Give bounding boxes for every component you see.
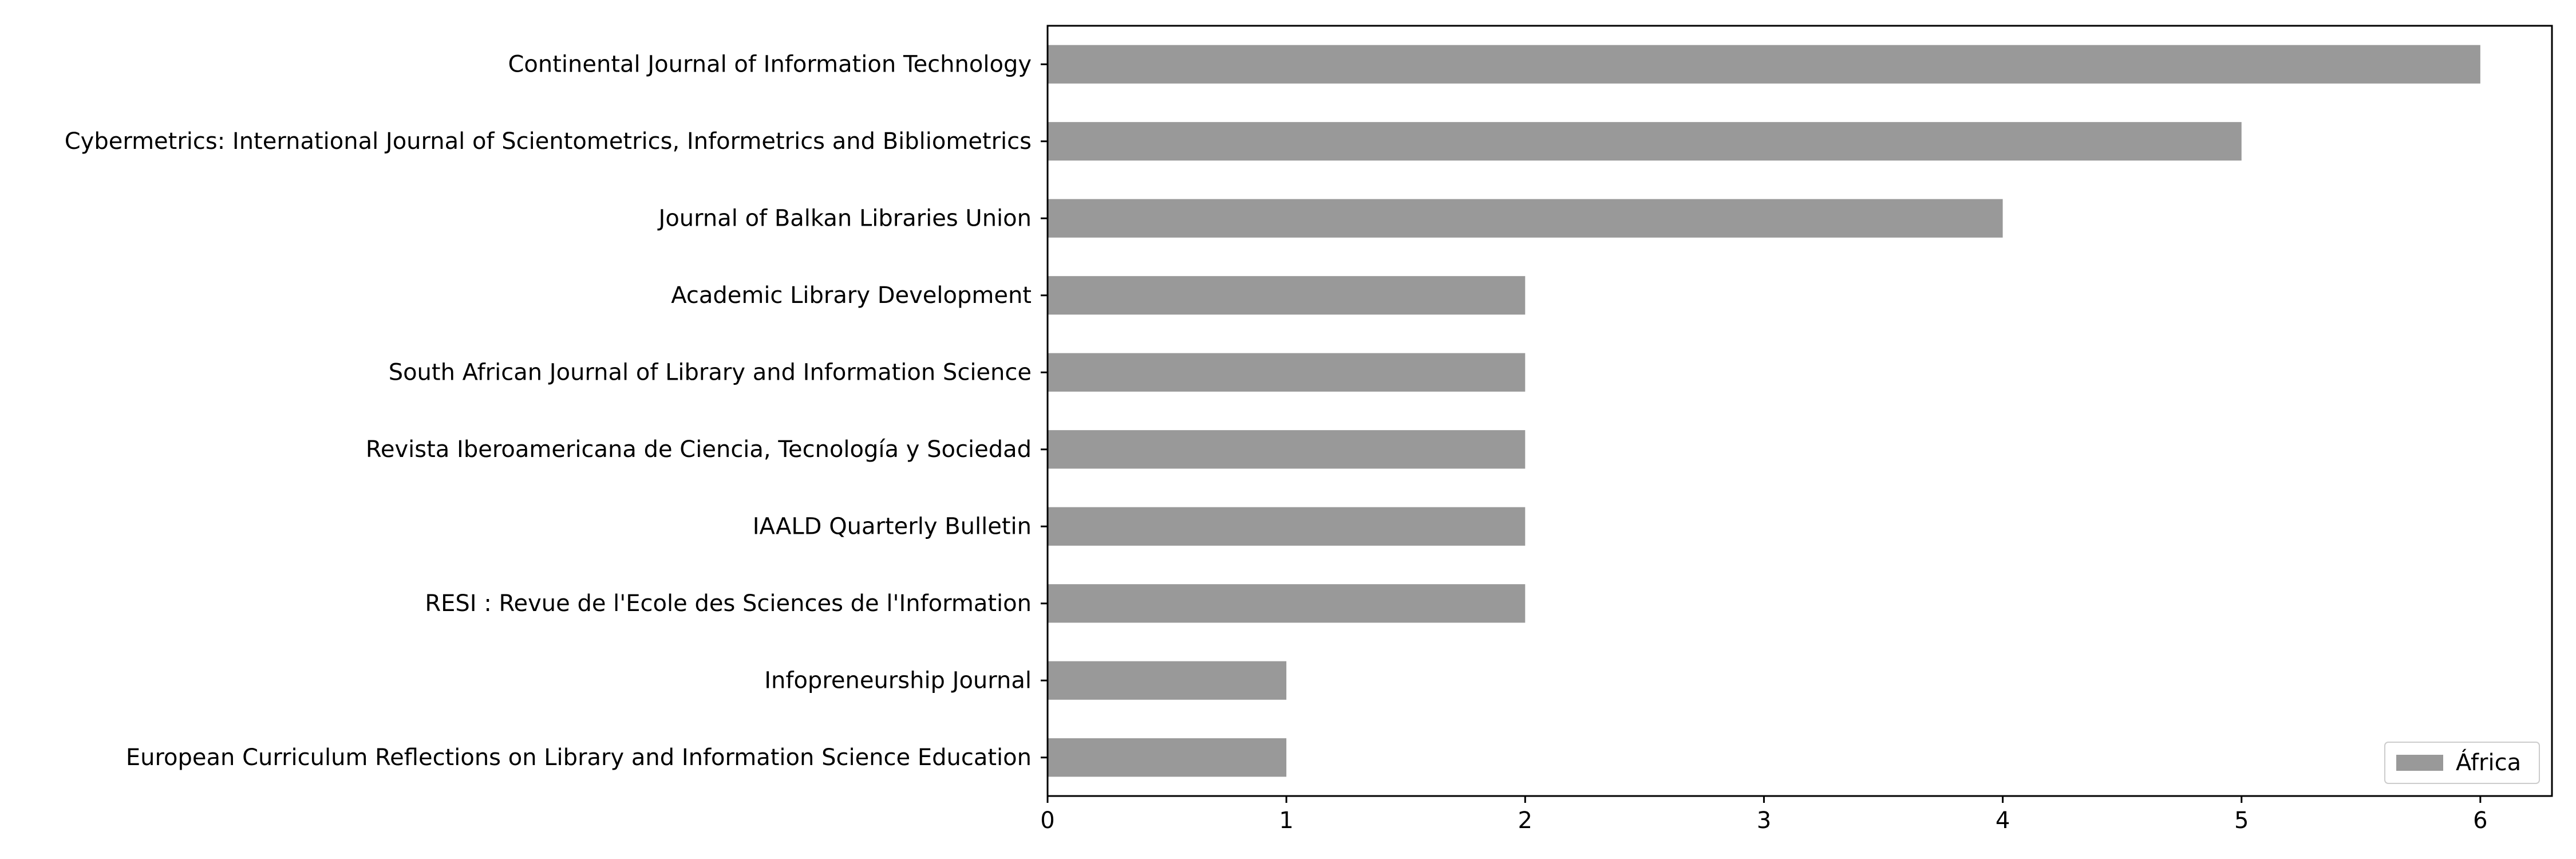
- category-labels: Continental Journal of Information Techn…: [65, 51, 1048, 771]
- bar: [1048, 661, 1287, 700]
- legend: África: [2384, 742, 2540, 784]
- bar: [1048, 122, 2242, 161]
- category-label: IAALD Quarterly Bulletin: [753, 513, 1032, 539]
- category-label: Infopreneurship Journal: [764, 667, 1032, 693]
- legend-box: [2384, 742, 2540, 784]
- category-label: Revista Iberoamericana de Ciencia, Tecno…: [366, 436, 1032, 463]
- x-tick-label: 1: [1279, 807, 1293, 834]
- legend-swatch: [2396, 755, 2443, 771]
- x-tick-label: 5: [2234, 807, 2249, 834]
- x-tick-label: 4: [1996, 807, 2010, 834]
- x-tick-label: 6: [2473, 807, 2487, 834]
- x-tick-label: 3: [1757, 807, 1771, 834]
- x-axis-ticks: 0 1 2 3 4 5 6: [1040, 796, 2488, 834]
- x-tick-label: 0: [1040, 807, 1054, 834]
- category-label: Academic Library Development: [671, 282, 1032, 309]
- bars-layer: [1048, 45, 2480, 777]
- x-tick-label: 2: [1518, 807, 1532, 834]
- bar: [1048, 738, 1287, 777]
- category-label: European Curriculum Reflections on Libra…: [126, 744, 1032, 771]
- bar: [1048, 507, 1526, 546]
- bar: [1048, 276, 1526, 315]
- bar: [1048, 199, 2003, 238]
- plot-frame: [1046, 25, 2553, 797]
- category-label: RESI : Revue de l'Ecole des Sciences de …: [425, 590, 1032, 617]
- legend-label: África: [2456, 748, 2521, 776]
- bar: [1048, 430, 1526, 469]
- bar: [1048, 45, 2480, 84]
- category-label: Continental Journal of Information Techn…: [508, 51, 1032, 77]
- bar: [1048, 353, 1526, 392]
- bar: [1048, 584, 1526, 623]
- category-label: Cybermetrics: International Journal of S…: [65, 128, 1032, 155]
- category-label: Journal of Balkan Libraries Union: [657, 205, 1032, 231]
- category-label: South African Journal of Library and Inf…: [389, 359, 1032, 385]
